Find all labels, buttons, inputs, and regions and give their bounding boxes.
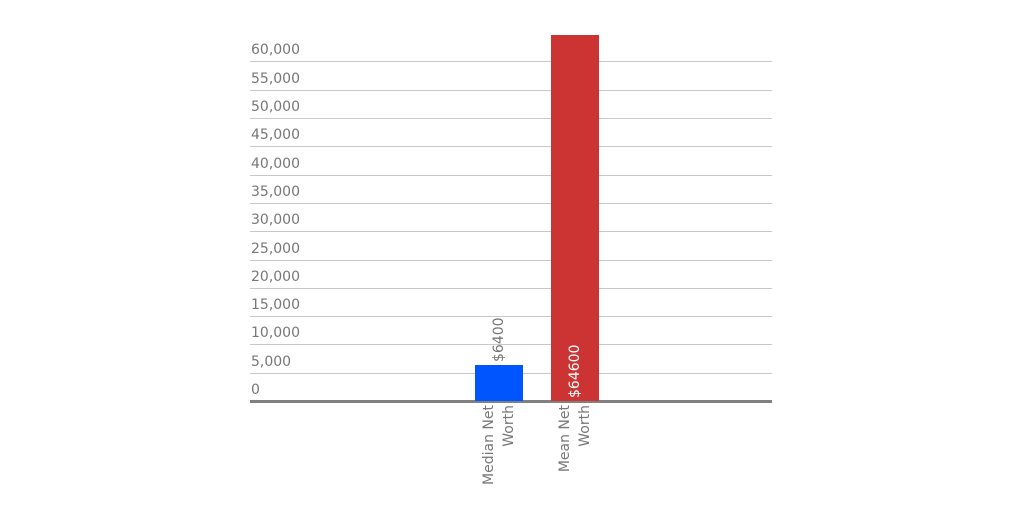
y-tick-label: 60,000: [251, 42, 300, 58]
gridline: [250, 231, 772, 232]
y-tick-label: 35,000: [251, 184, 300, 200]
y-tick-label: 0: [251, 382, 260, 398]
y-tick-label: 20,000: [251, 269, 300, 285]
x-category-label-line: Worth: [501, 405, 517, 447]
gridline: [250, 118, 772, 119]
y-tick-label: 25,000: [251, 241, 300, 257]
x-category-label: Mean Net Worth: [555, 405, 595, 495]
y-tick-label: 5,000: [251, 354, 292, 370]
y-tick-label: 50,000: [251, 99, 300, 115]
y-tick-label: 10,000: [251, 325, 300, 341]
y-tick-label: 45,000: [251, 127, 300, 143]
gridline: [250, 344, 772, 345]
gridline: [250, 61, 772, 62]
x-category-label-line: Mean Net: [557, 405, 573, 473]
x-category-label-line: Worth: [577, 405, 593, 447]
gridline: [250, 260, 772, 261]
gridline: [250, 203, 772, 204]
x-category-label: Median Net Worth: [479, 405, 519, 495]
y-tick-label: 40,000: [251, 156, 300, 172]
gridline: [250, 175, 772, 176]
bar-value-label: $64600: [567, 344, 583, 398]
bar-mean: [551, 35, 599, 401]
gridline: [250, 316, 772, 317]
bar-median: [475, 365, 523, 401]
y-tick-label: 55,000: [251, 71, 300, 87]
gridline: [250, 288, 772, 289]
gridline: [250, 146, 772, 147]
bar-value-label: $6400: [491, 317, 507, 362]
x-category-label-line: Median Net: [481, 405, 497, 485]
x-axis-baseline: [250, 400, 772, 403]
gridline: [250, 90, 772, 91]
y-tick-label: 15,000: [251, 297, 300, 313]
y-tick-label: 30,000: [251, 212, 300, 228]
